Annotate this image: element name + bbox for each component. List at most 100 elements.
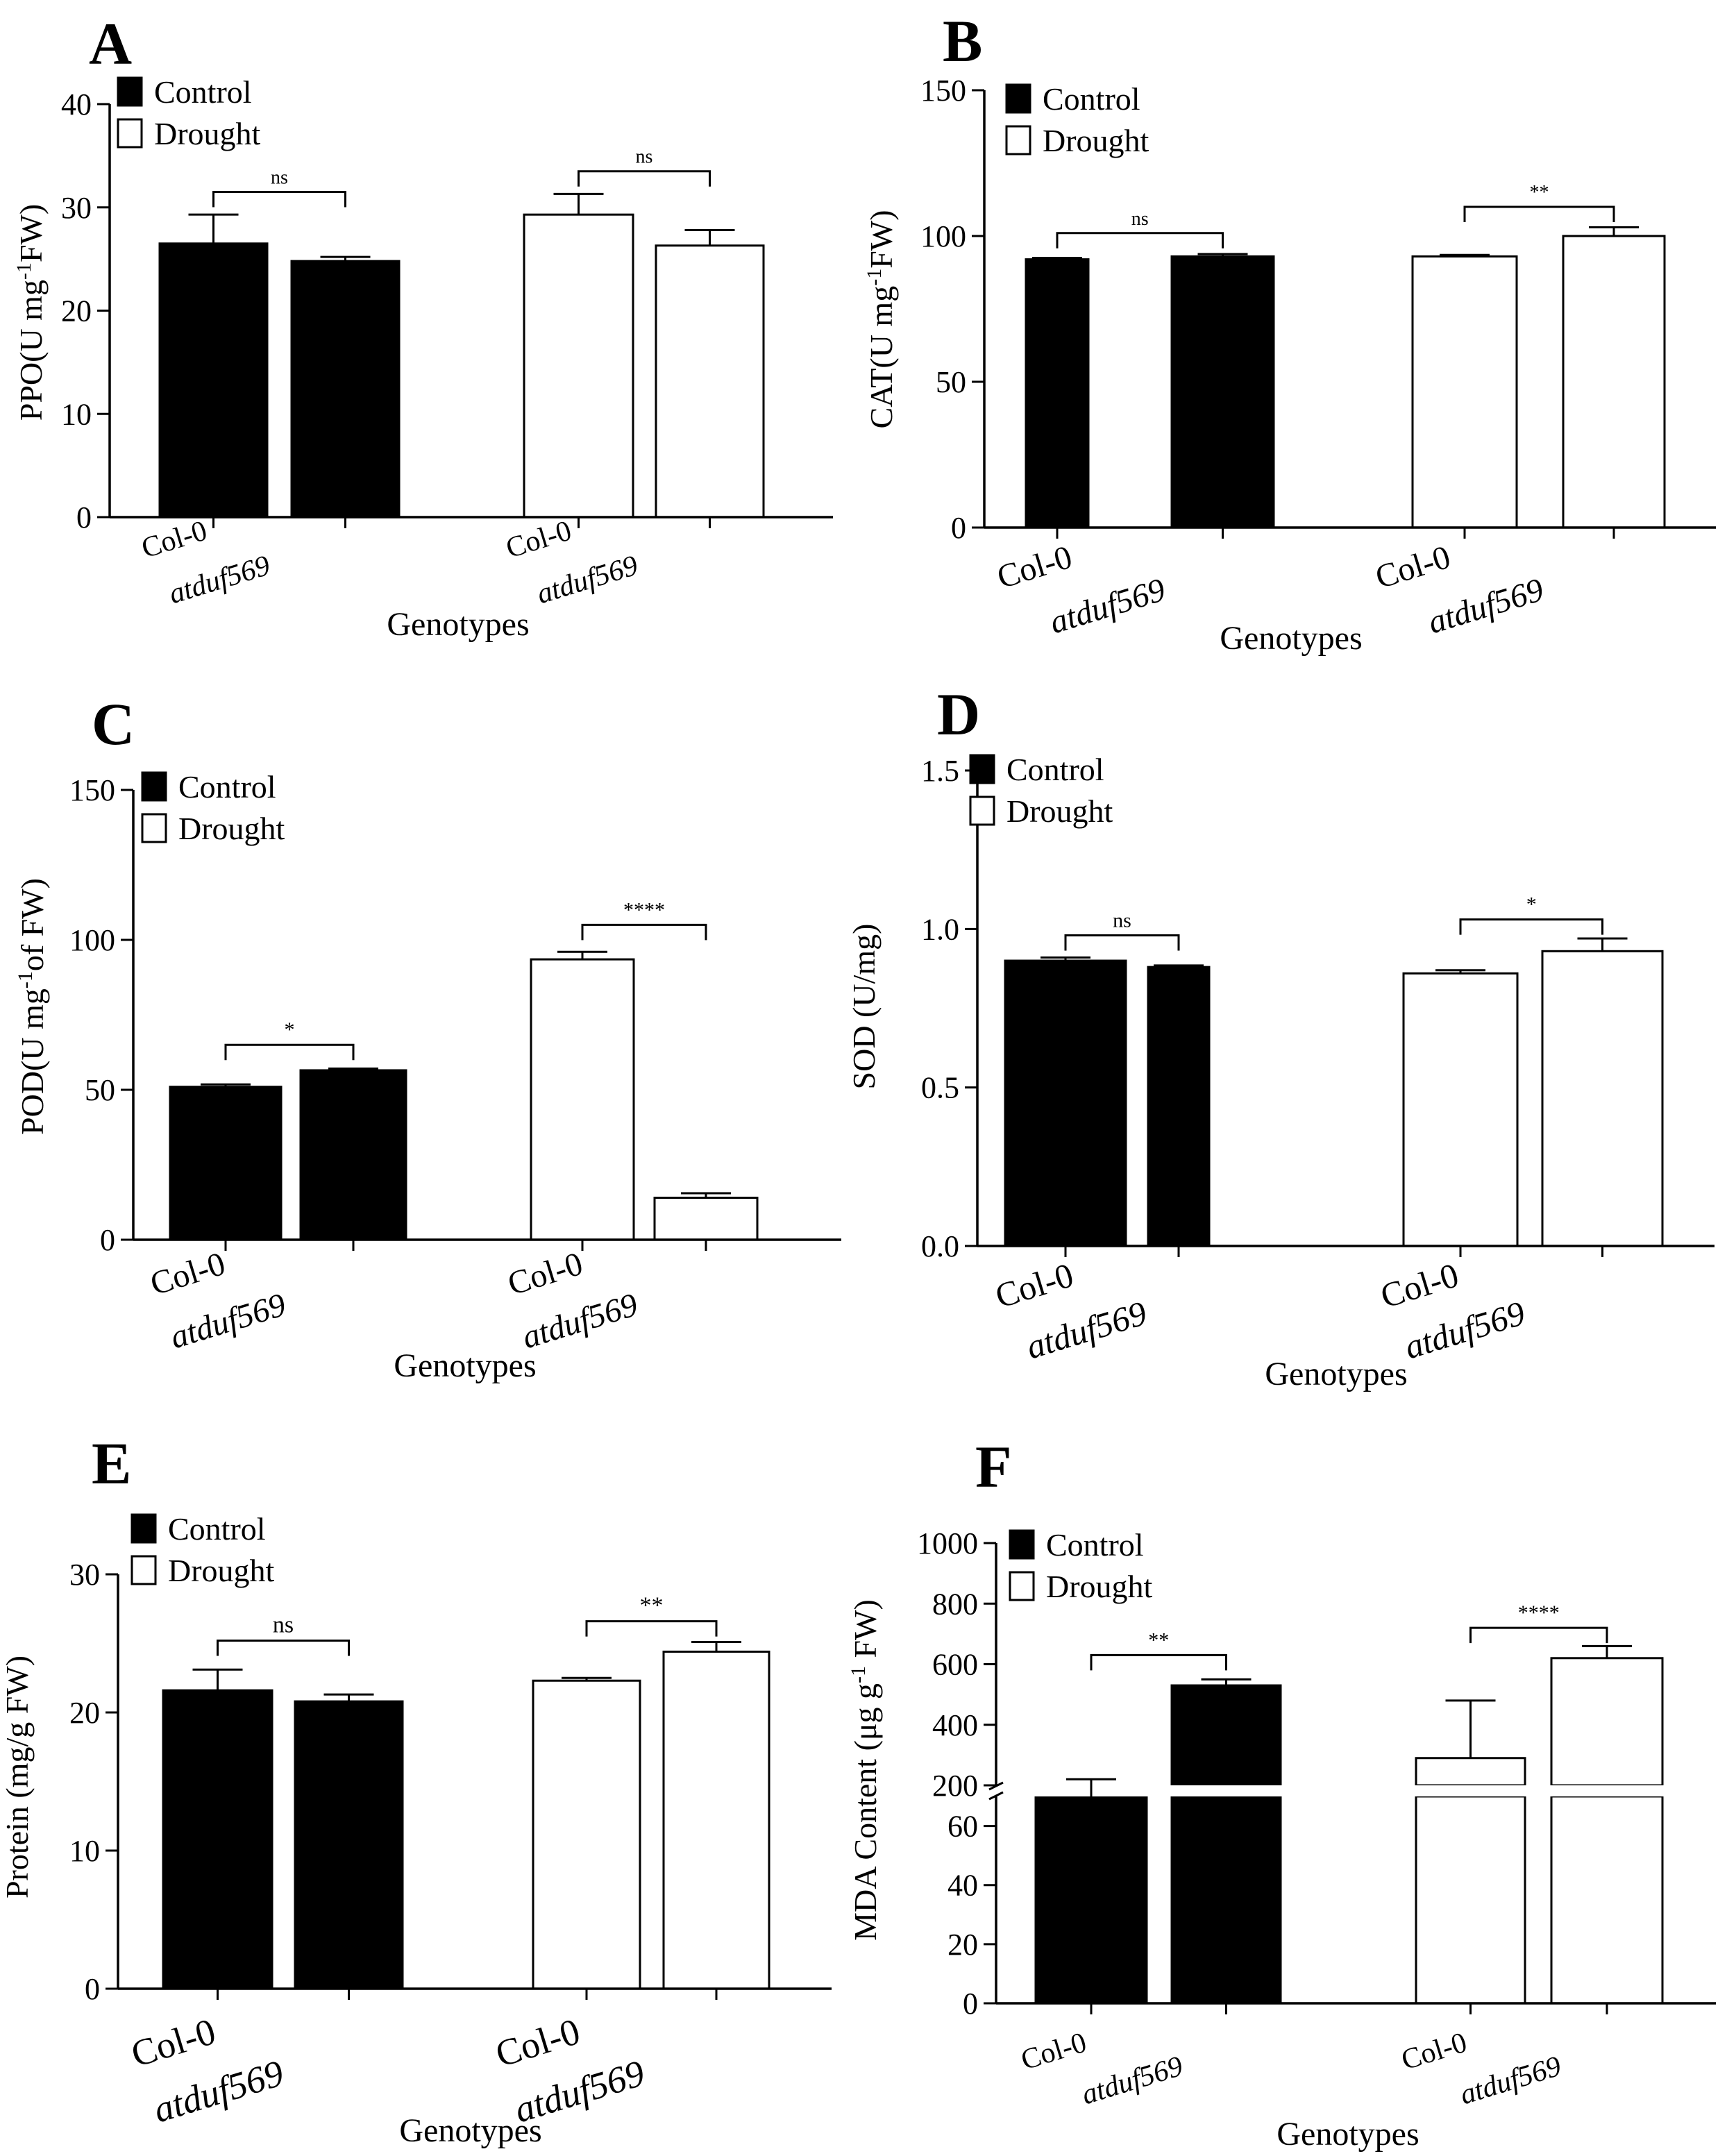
significance-bracket: [1463, 205, 1615, 222]
y-tick-label: 10: [61, 397, 92, 431]
y-tick-label: 150: [920, 74, 966, 108]
y-tick-label: 0.5: [921, 1071, 959, 1105]
y-axis-title-tail: FW): [864, 210, 899, 268]
x-axis-title: Genotypes: [399, 2112, 541, 2149]
y-axis-title-sup: -1: [14, 971, 37, 988]
y-tick-label: 50: [85, 1073, 115, 1107]
x-category-label: atduf569: [1456, 2050, 1565, 2112]
y-tick-label: 0: [85, 1972, 100, 2006]
legend-label-control: Control: [168, 1511, 266, 1547]
y-axis-title-main: Protein (mg/g FW): [0, 1656, 35, 1898]
x-category-label: Col-0: [503, 1245, 587, 1303]
x-category-label: Col-0: [1398, 2027, 1471, 2077]
panel-letter: A: [89, 10, 132, 77]
y-axis-title: CAT(U mg-1FW): [863, 210, 899, 428]
bar: [162, 1689, 273, 1990]
significance-bracket: [581, 923, 707, 941]
y-axis-title-sup: -1: [12, 262, 35, 280]
bar: [158, 242, 269, 519]
bar: [294, 1700, 404, 1990]
y-tick-label: 0: [963, 1987, 978, 2021]
y-tick-label: 20: [69, 1696, 100, 1730]
y-tick-label: 30: [69, 1558, 100, 1592]
bar: [1415, 1757, 1526, 1787]
x-category-label: Col-0: [1371, 539, 1454, 596]
legend-label-drought: Drought: [178, 811, 285, 846]
x-category-label: Col-0: [126, 2010, 220, 2075]
legend-swatch-drought: [141, 813, 167, 843]
panel-e: Ens**0102030Col-0atduf569Col-0atduf569Ge…: [0, 1430, 832, 2149]
x-axis-title: Genotypes: [387, 606, 529, 643]
y-axis-title: POD(U mg-1of FW): [14, 878, 50, 1135]
y-tick-label: 0.0: [921, 1229, 959, 1263]
bar: [1170, 1684, 1282, 1787]
y-tick-label: 600: [932, 1648, 978, 1682]
bar: [1147, 966, 1211, 1247]
significance-label: ns: [273, 1612, 294, 1638]
panel-b: Bns**050100150Col-0atduf569Col-0atduf569…: [863, 8, 1716, 657]
significance-label: *: [1526, 893, 1537, 916]
legend-swatch-control: [130, 1513, 157, 1544]
panel-f: F******02040602004006008001000Col-0atduf…: [847, 1433, 1716, 2153]
bar: [1415, 1795, 1526, 2005]
significance-label: ns: [636, 146, 653, 168]
significance-label: *: [285, 1018, 295, 1041]
legend-label-drought: Drought: [154, 116, 261, 151]
y-tick-label: 800: [932, 1587, 978, 1621]
y-tick-label: 40: [947, 1869, 978, 1903]
bar: [169, 1086, 283, 1241]
legend-label-control: Control: [178, 769, 276, 805]
significance-label: **: [1148, 1628, 1169, 1651]
significance-bracket: [578, 170, 711, 187]
x-category-label: Col-0: [991, 1255, 1077, 1315]
significance-bracket: [1056, 232, 1224, 249]
y-tick-label: 0: [100, 1223, 115, 1257]
y-tick-label: 1000: [917, 1526, 978, 1560]
y-tick-label: 1.5: [921, 754, 959, 788]
bar: [1541, 950, 1664, 1247]
bar: [530, 958, 635, 1241]
y-axis-title: MDA Content (μg g-1 FW): [847, 1599, 883, 1941]
significance-label: ns: [271, 167, 288, 188]
significance-label: ns: [1131, 208, 1149, 230]
x-category-label: atduf569: [165, 550, 273, 611]
x-category-label: Col-0: [146, 1245, 229, 1303]
legend-swatch-drought: [117, 118, 143, 149]
bar: [1562, 235, 1666, 529]
panel-letter: F: [975, 1433, 1012, 1500]
bar: [1170, 1795, 1282, 2005]
bar: [653, 1197, 759, 1241]
y-tick-label: 100: [69, 923, 115, 957]
panel-c: C*****050100150Col-0atduf569Col-0atduf56…: [14, 691, 841, 1384]
x-category-label: atduf569: [1045, 571, 1170, 641]
y-tick-label: 1.0: [921, 912, 959, 946]
bar: [1034, 1795, 1148, 2005]
x-category-label: atduf569: [533, 550, 641, 611]
significance-label: ****: [623, 898, 665, 921]
legend-swatch-control: [969, 754, 995, 784]
significance-bracket: [212, 190, 346, 208]
x-category-label: atduf569: [518, 1286, 642, 1356]
panel-letter: E: [92, 1430, 131, 1497]
axis-break-gap: [1549, 1785, 1665, 1796]
y-tick-label: 200: [932, 1769, 978, 1803]
y-axis-title-sup: -1: [863, 269, 886, 286]
legend-swatch-drought: [969, 795, 995, 826]
legend-label-control: Control: [1043, 81, 1140, 117]
x-category-label: Col-0: [138, 515, 211, 565]
x-category-label: Col-0: [503, 515, 575, 565]
x-axis-title: Genotypes: [1277, 2116, 1419, 2153]
significance-bracket: [1064, 934, 1180, 951]
legend-swatch-drought: [1009, 1571, 1035, 1601]
bar: [1550, 1657, 1664, 1787]
panel-d: Dns*0.00.51.01.5Col-0atduf569Col-0atduf5…: [846, 681, 1715, 1392]
bar: [655, 244, 765, 519]
y-tick-label: 60: [947, 1810, 978, 1844]
y-axis-title-tail: FW): [13, 204, 49, 262]
legend-swatch-control: [1009, 1529, 1035, 1560]
significance-bracket: [1469, 1626, 1608, 1644]
legend-swatch-drought: [130, 1555, 157, 1585]
y-tick-label: 20: [61, 294, 92, 328]
axis-break-gap: [1413, 1785, 1528, 1796]
